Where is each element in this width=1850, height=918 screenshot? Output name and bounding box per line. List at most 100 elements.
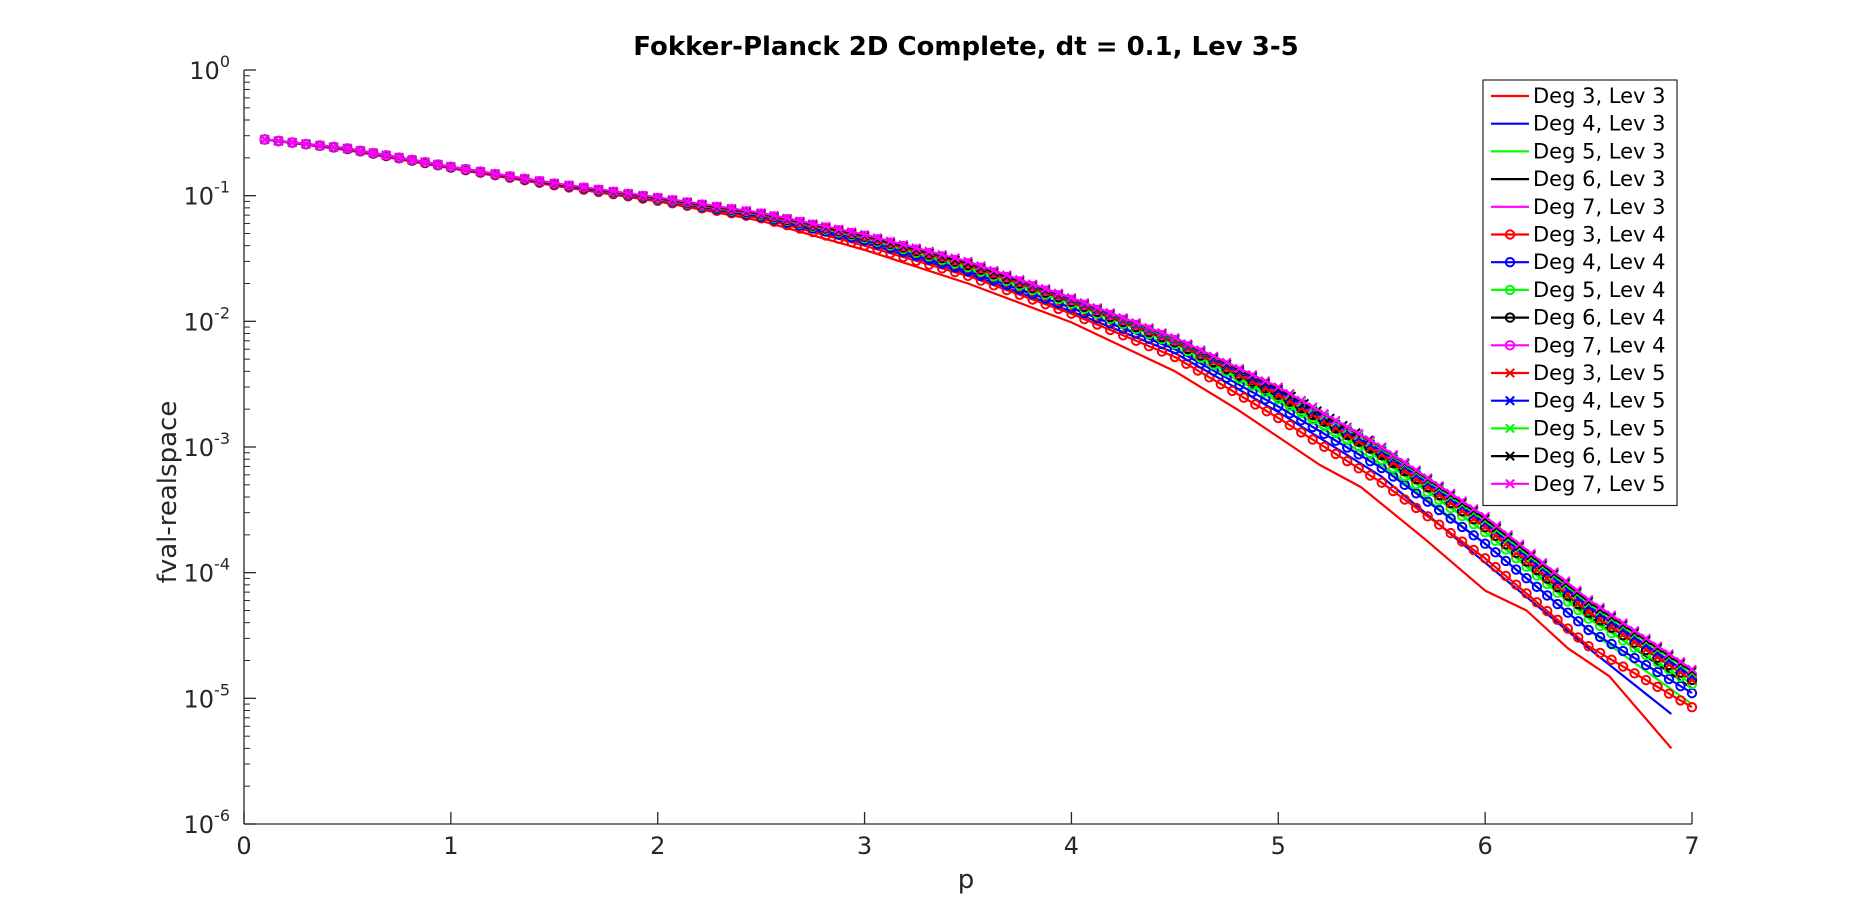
marker-x	[1092, 302, 1103, 313]
marker-x	[1208, 351, 1219, 362]
marker-x	[301, 139, 311, 149]
marker-circle	[1686, 702, 1698, 713]
marker-circle	[1521, 573, 1532, 584]
x-tick-label: 5	[1271, 832, 1286, 860]
legend-item: Deg 3, Lev 5	[1491, 361, 1666, 385]
marker-x	[564, 180, 574, 191]
marker-x	[1399, 457, 1410, 468]
marker-circle	[1573, 604, 1584, 616]
marker-x	[445, 161, 456, 172]
marker-circle	[1490, 561, 1501, 573]
marker-x	[1001, 270, 1012, 280]
series-layer	[259, 134, 1698, 750]
marker-x	[1195, 345, 1206, 355]
x-tick-label: 0	[236, 832, 251, 860]
marker-x	[490, 168, 501, 179]
marker-x	[1468, 503, 1479, 514]
marker-circle	[1583, 624, 1594, 636]
marker-x	[1526, 548, 1537, 559]
marker-x	[1053, 288, 1064, 299]
marker-circle	[1583, 613, 1594, 624]
marker-x	[1296, 395, 1307, 406]
marker-circle	[1500, 555, 1512, 567]
marker-circle	[1629, 668, 1640, 679]
marker-circle	[1552, 614, 1563, 626]
marker-circle	[1468, 530, 1479, 541]
marker-circle	[1504, 257, 1516, 268]
marker-x	[638, 190, 648, 201]
marker-circle	[1583, 640, 1594, 652]
marker-circle	[1284, 420, 1295, 431]
series-15	[259, 134, 1697, 675]
marker-circle	[1433, 519, 1445, 530]
marker-circle	[1606, 622, 1617, 633]
marker-x	[407, 154, 417, 165]
marker-x	[519, 173, 530, 184]
marker-x	[381, 150, 392, 161]
marker-x	[342, 143, 353, 154]
y-tick-label: 10-5	[184, 680, 231, 713]
marker-circle	[1531, 597, 1543, 608]
marker-x	[924, 246, 935, 257]
marker-circle	[1479, 553, 1491, 564]
x-tick-label: 7	[1684, 832, 1699, 860]
marker-circle	[1510, 564, 1522, 575]
marker-x	[328, 141, 339, 152]
marker-circle	[1504, 229, 1516, 240]
marker-x	[1105, 307, 1116, 318]
marker-circle	[1273, 401, 1284, 412]
marker-x	[1353, 428, 1364, 439]
marker-x	[1027, 279, 1038, 290]
legend-label: Deg 6, Lev 3	[1533, 167, 1666, 191]
marker-circle	[1296, 427, 1307, 438]
marker-x	[711, 201, 722, 212]
legend-label: Deg 6, Lev 4	[1533, 306, 1666, 330]
marker-x	[1330, 415, 1341, 426]
legend: Deg 3, Lev 3 Deg 4, Lev 3 Deg 5, Lev 3 Deg …	[1482, 79, 1678, 507]
marker-circle	[1307, 434, 1318, 445]
marker-x	[1234, 363, 1245, 374]
marker-x	[1040, 283, 1051, 294]
marker-x	[833, 224, 844, 235]
legend-item: Deg 6, Lev 3	[1491, 167, 1666, 191]
legend-item: Deg 7, Lev 3	[1491, 195, 1666, 219]
marker-circle	[1040, 299, 1051, 310]
marker-circle	[1215, 378, 1227, 390]
legend-item: Deg 5, Lev 4	[1491, 278, 1666, 302]
marker-x	[1247, 369, 1258, 380]
marker-circle	[1562, 596, 1574, 607]
marker-circle	[1606, 628, 1617, 639]
marker-x	[394, 152, 405, 163]
marker-circle	[1399, 494, 1410, 505]
marker-x	[795, 216, 805, 226]
legend-label: Deg 5, Lev 3	[1533, 139, 1666, 163]
marker-circle	[1053, 303, 1064, 315]
marker-x	[1376, 442, 1387, 452]
marker-x	[1583, 594, 1594, 605]
marker-x	[1505, 478, 1515, 489]
marker-x	[697, 199, 707, 209]
marker-circle	[1562, 623, 1574, 634]
marker-x	[1549, 567, 1560, 577]
marker-x	[1641, 633, 1651, 644]
legend-label: Deg 5, Lev 5	[1533, 416, 1666, 440]
marker-x	[1411, 465, 1422, 476]
marker-circle	[1422, 511, 1433, 522]
legend-label: Deg 3, Lev 3	[1533, 84, 1666, 108]
marker-x	[1434, 480, 1445, 491]
marker-x	[1319, 408, 1330, 419]
marker-x	[1284, 388, 1295, 399]
legend-label: Deg 3, Lev 5	[1533, 361, 1666, 385]
marker-circle	[1433, 504, 1445, 516]
legend-label: Deg 7, Lev 5	[1533, 472, 1666, 496]
legend-item: Deg 6, Lev 4	[1491, 306, 1666, 330]
marker-circle	[1410, 502, 1422, 514]
marker-circle	[1500, 570, 1512, 582]
marker-x	[1505, 423, 1515, 434]
marker-circle	[1479, 538, 1491, 549]
marker-x	[963, 256, 973, 267]
y-tick-label: 10-3	[184, 429, 231, 462]
marker-x	[1169, 332, 1180, 343]
marker-x	[1445, 488, 1456, 499]
